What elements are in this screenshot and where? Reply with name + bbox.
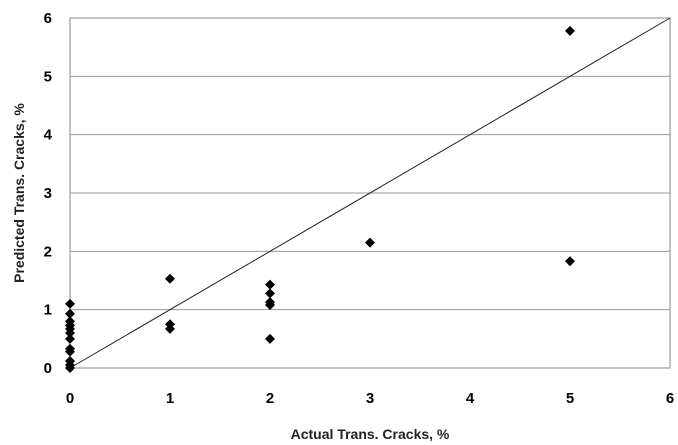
x-tick-label: 3	[366, 390, 374, 407]
data-point	[65, 356, 75, 366]
x-tick-label: 1	[166, 390, 174, 407]
x-tick-label: 2	[266, 390, 274, 407]
data-point	[165, 319, 175, 330]
data-point	[265, 333, 275, 344]
x-axis-ticks: 0 1 2 3 4 5 6	[66, 390, 674, 407]
data-point	[65, 343, 75, 354]
data-point	[65, 333, 75, 344]
data-point	[65, 298, 75, 309]
data-point	[265, 288, 275, 299]
data-point	[165, 273, 175, 284]
data-point	[265, 297, 275, 308]
data-point	[565, 256, 575, 267]
reference-line	[69, 17, 671, 369]
data-point	[565, 25, 575, 36]
x-axis-title: Actual Trans. Cracks, %	[291, 426, 450, 442]
x-tick-label: 0	[66, 390, 74, 407]
data-point	[365, 237, 375, 248]
y-tick-label: 1	[44, 302, 52, 319]
x-tick-label: 6	[666, 390, 674, 407]
x-tick-label: 4	[466, 390, 475, 407]
y-tick-label: 4	[44, 127, 53, 144]
y-tick-label: 5	[44, 68, 52, 85]
data-points	[65, 25, 575, 373]
data-point	[265, 279, 275, 290]
y-tick-label: 2	[44, 243, 52, 260]
y-tick-label: 6	[44, 10, 52, 27]
x-tick-label: 5	[566, 390, 574, 407]
y-tick-label: 3	[44, 185, 52, 202]
y-tick-label: 0	[44, 360, 52, 377]
y-axis-ticks: 0 1 2 3 4 5 6	[44, 10, 53, 377]
data-point	[65, 316, 75, 327]
data-point	[65, 308, 75, 319]
y-axis-title: Predicted Trans. Cracks, %	[11, 103, 27, 283]
